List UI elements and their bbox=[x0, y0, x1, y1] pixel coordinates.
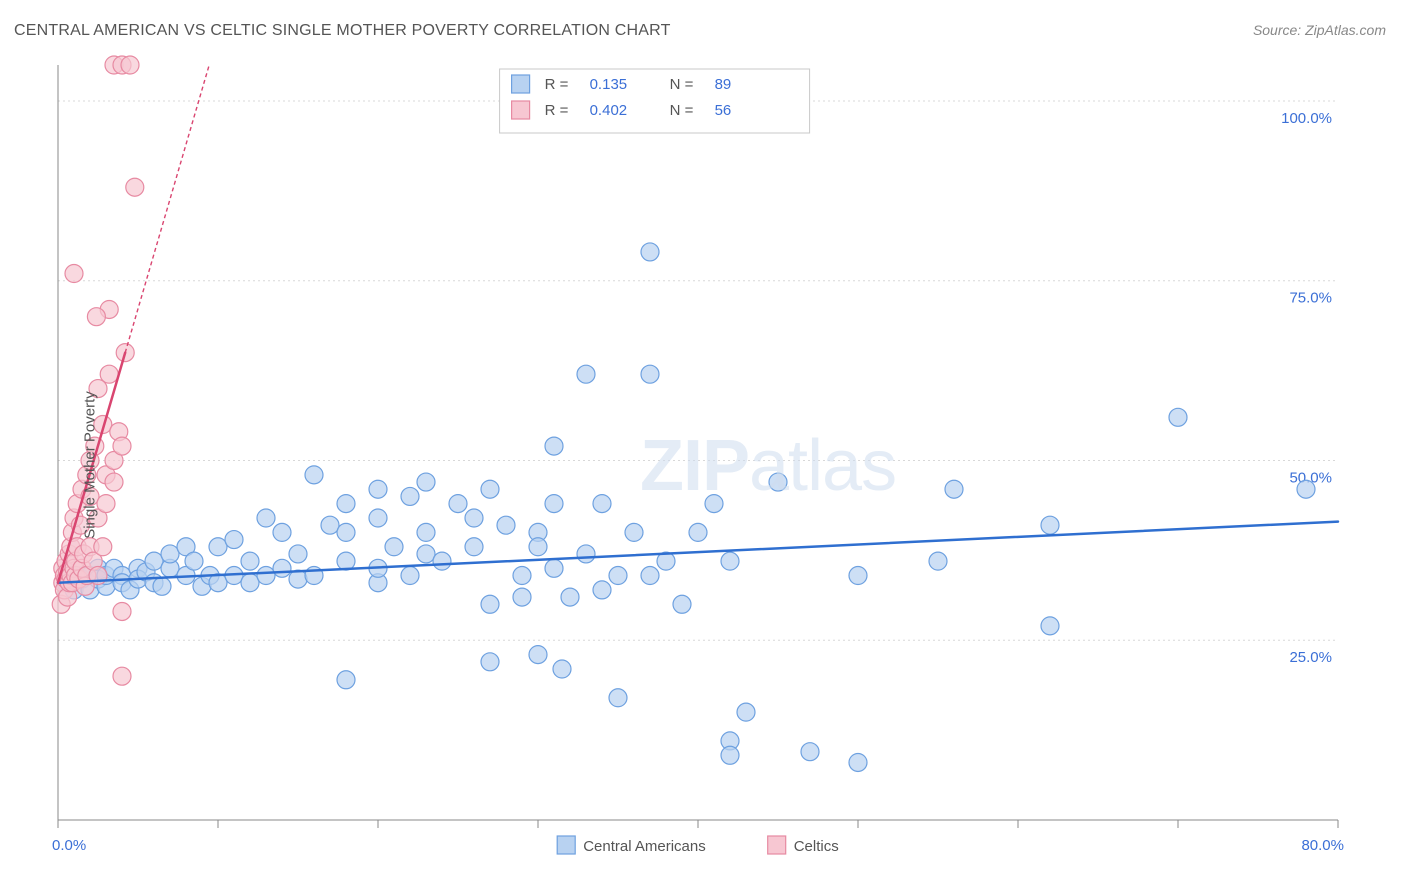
svg-text:56: 56 bbox=[715, 102, 732, 119]
svg-text:0.0%: 0.0% bbox=[52, 837, 86, 854]
svg-text:N =: N = bbox=[670, 76, 694, 93]
svg-text:75.0%: 75.0% bbox=[1289, 290, 1332, 307]
chart-container: CENTRAL AMERICAN VS CELTIC SINGLE MOTHER… bbox=[0, 0, 1406, 892]
svg-text:Central Americans: Central Americans bbox=[583, 838, 706, 855]
source-label: Source: ZipAtlas.com bbox=[1253, 22, 1386, 38]
svg-text:80.0%: 80.0% bbox=[1301, 837, 1344, 854]
svg-text:N =: N = bbox=[670, 102, 694, 119]
svg-text:25.0%: 25.0% bbox=[1289, 649, 1332, 666]
chart-area: Single Mother Poverty ZIPatlas 25.0%50.0… bbox=[0, 55, 1406, 875]
svg-text:0.135: 0.135 bbox=[590, 76, 628, 93]
y-axis-label: Single Mother Poverty bbox=[81, 391, 98, 539]
svg-text:100.0%: 100.0% bbox=[1281, 110, 1332, 127]
chart-title: CENTRAL AMERICAN VS CELTIC SINGLE MOTHER… bbox=[14, 22, 671, 40]
svg-text:89: 89 bbox=[715, 76, 732, 93]
scatter-chart: 25.0%50.0%75.0%100.0%0.0%80.0%R =0.135N … bbox=[0, 55, 1406, 875]
svg-text:R =: R = bbox=[545, 76, 569, 93]
svg-text:0.402: 0.402 bbox=[590, 102, 628, 119]
svg-text:Celtics: Celtics bbox=[794, 838, 839, 855]
svg-text:R =: R = bbox=[545, 102, 569, 119]
